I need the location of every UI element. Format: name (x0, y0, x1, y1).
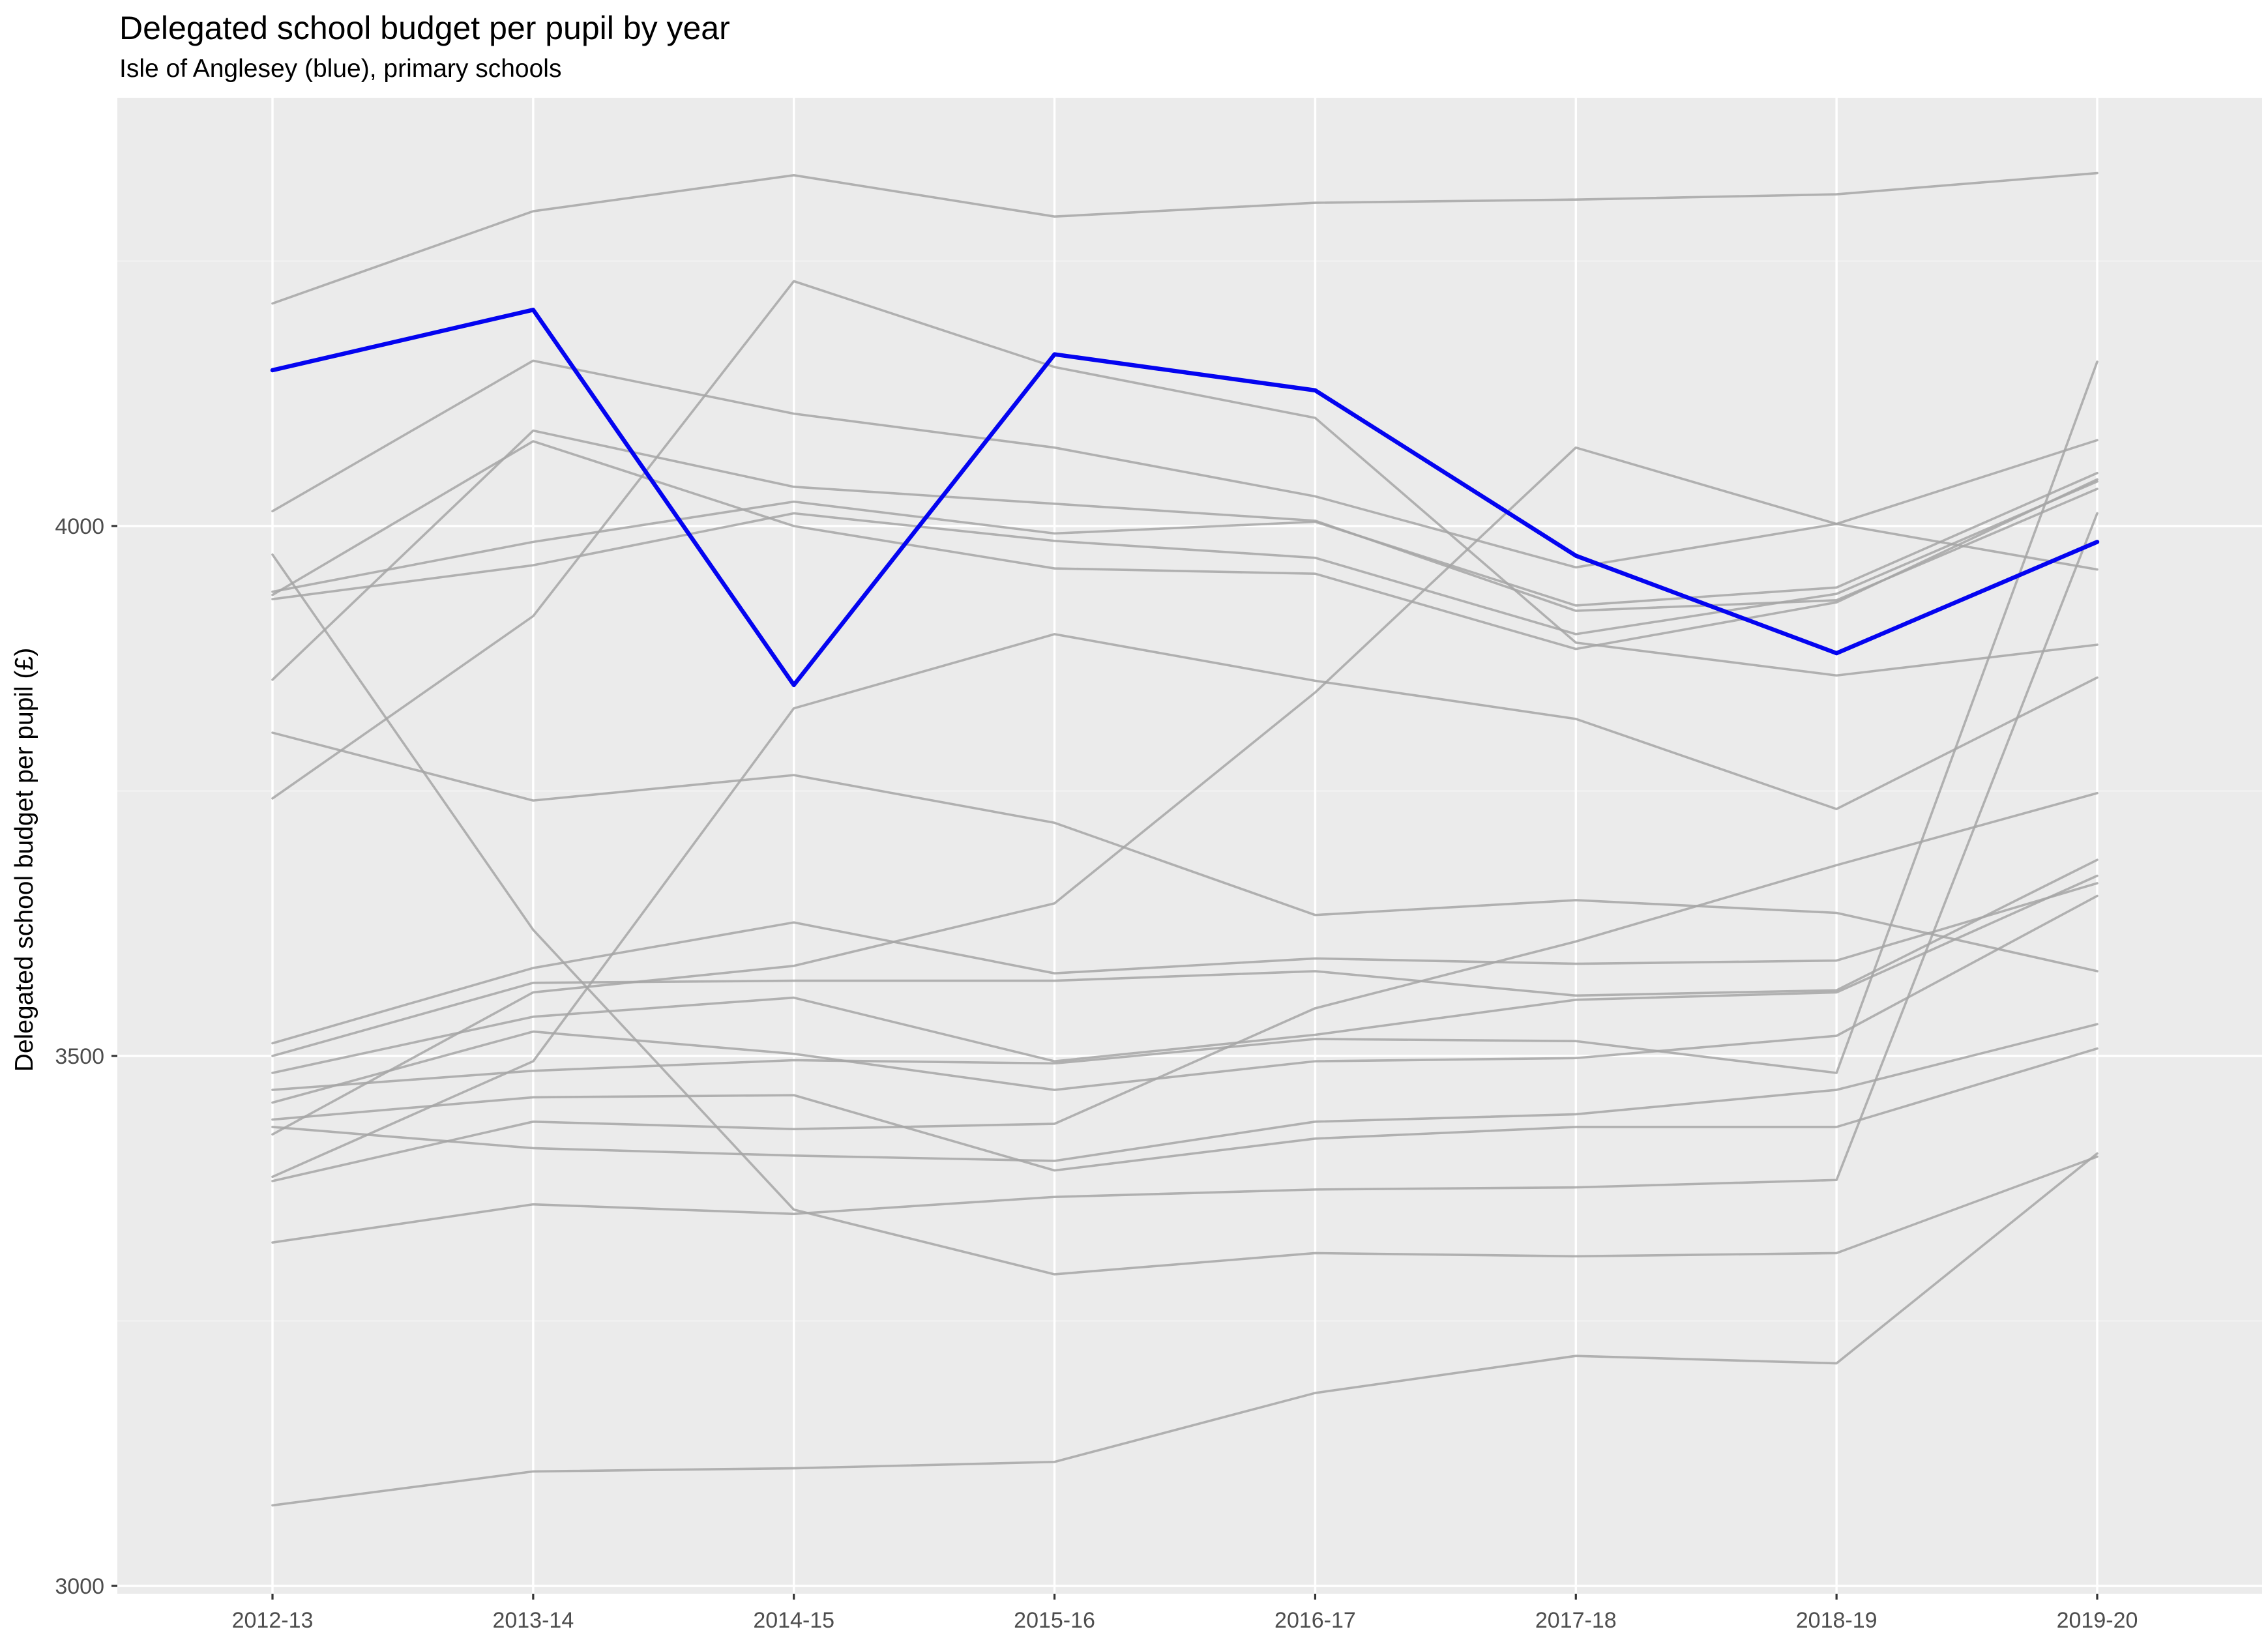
x-tick-label: 2017-18 (1535, 1608, 1617, 1633)
data-line (271, 429, 2099, 681)
data-line (271, 171, 2099, 305)
data-line (271, 446, 2099, 1136)
chart-subtitle: Isle of Anglesey (blue), primary schools (119, 55, 562, 83)
data-line (271, 280, 2099, 800)
data-line (271, 512, 2099, 1244)
data-line (271, 791, 2099, 1182)
data-line (271, 480, 2099, 636)
x-tick-label: 2018-19 (1796, 1608, 1878, 1633)
data-line (271, 633, 2099, 1179)
x-tick-label: 2013-14 (492, 1608, 574, 1633)
chart-title: Delegated school budget per pupil by yea… (119, 10, 730, 46)
data-line (271, 858, 2099, 1057)
data-line (271, 471, 2099, 607)
data-line (271, 882, 2099, 1045)
data-line (271, 874, 2099, 1074)
data-line (271, 1152, 2099, 1507)
plot-panel (117, 98, 2262, 1594)
data-line (271, 1047, 2099, 1172)
y-tick-label: 3000 (55, 1574, 104, 1599)
data-line (271, 894, 2099, 1104)
data-line (271, 360, 2099, 1091)
highlight-line (270, 308, 2100, 688)
y-axis-title: Delegated school budget per pupil (£) (10, 647, 38, 1072)
x-tick-label: 2016-17 (1274, 1608, 1356, 1633)
x-tick-label: 2019-20 (2057, 1608, 2138, 1633)
y-tick-label: 4000 (55, 514, 104, 539)
y-tick-label: 3500 (55, 1044, 104, 1069)
data-line (271, 1023, 2099, 1162)
data-line (271, 731, 2099, 973)
x-tick-label: 2014-15 (753, 1608, 834, 1633)
data-line (271, 553, 2099, 1276)
data-line (271, 440, 2099, 651)
x-tick-label: 2012-13 (232, 1608, 314, 1633)
x-tick-label: 2015-16 (1014, 1608, 1095, 1633)
